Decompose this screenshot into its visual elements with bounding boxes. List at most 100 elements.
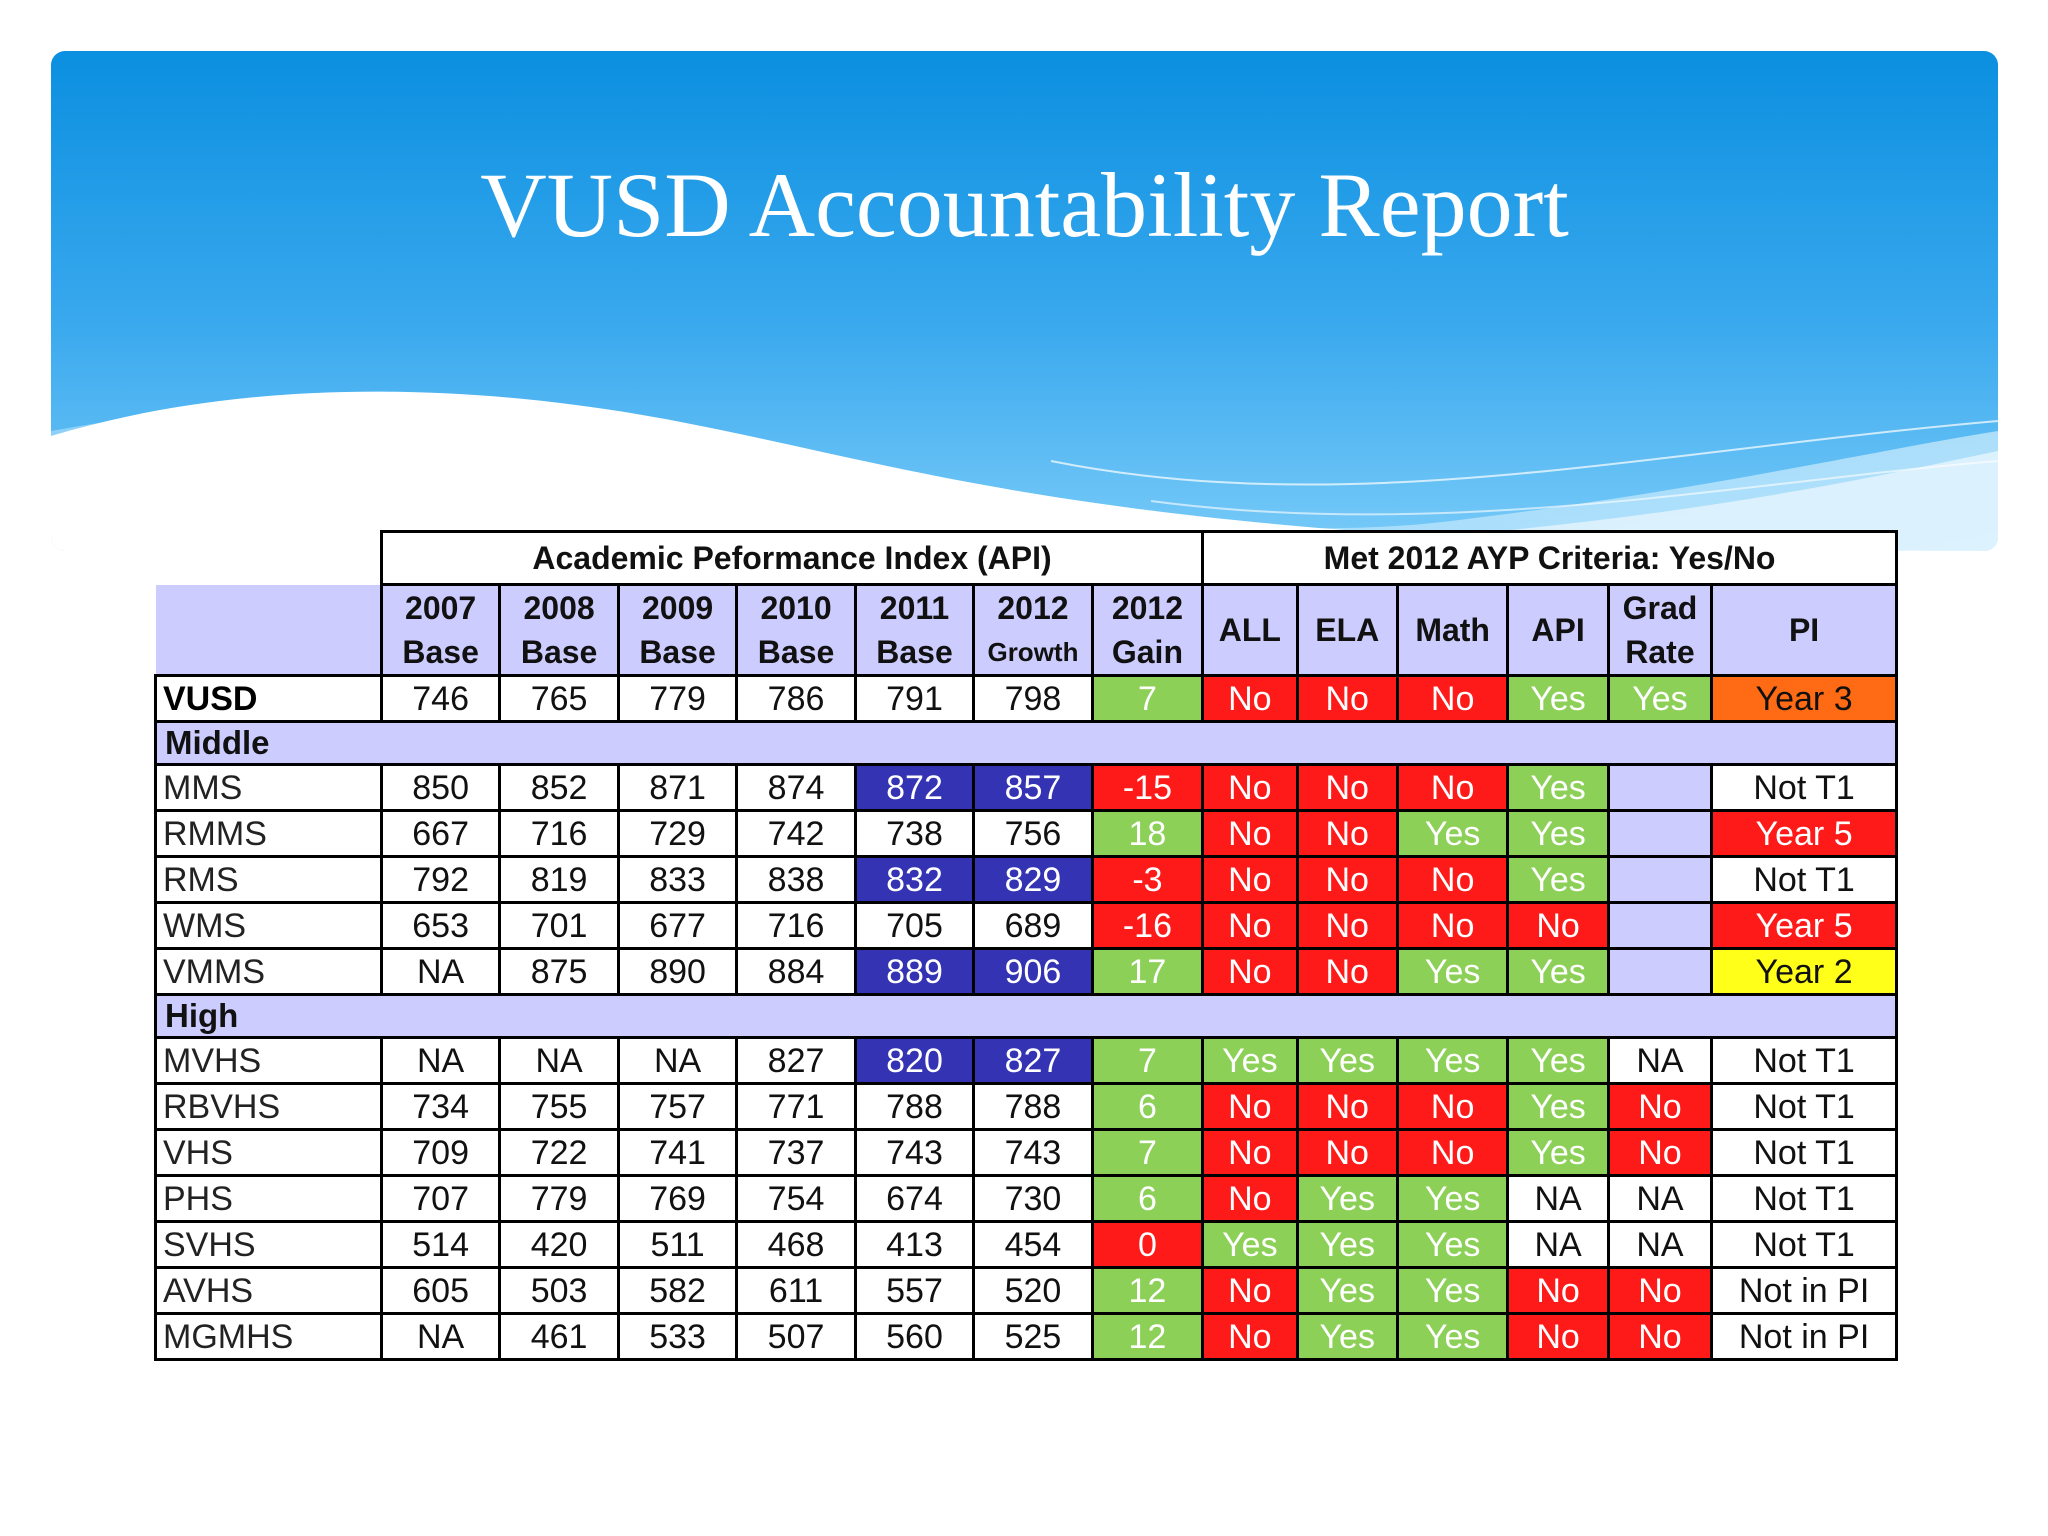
table-cell: 754 [735,1174,857,1223]
table-cell: No [1201,1312,1299,1361]
table-cell: 511 [616,1220,739,1269]
table-cell: 6 [1090,1174,1205,1223]
school-row: MVHS NA NA NA 827 820 827 7 Yes Yes Yes Yes NA Not T1 [154,1036,1898,1085]
column-header-line2: Base [520,634,598,670]
table-cell: 779 [498,1174,620,1223]
table-cell [1606,809,1714,858]
column-header-line2: Growth [987,637,1079,667]
table-cell: 413 [853,1220,976,1269]
table-cell: 7 [1090,674,1205,723]
table-cell: NA [1506,1174,1610,1223]
table-cell: 874 [735,763,857,812]
table-cell: 520 [972,1266,1094,1315]
table-cell: 17 [1090,947,1205,996]
table-cell: 743 [972,1128,1094,1177]
table-cell: Yes [1506,947,1610,996]
table-cell: Yes [1506,674,1610,723]
ayp-group-header: Met 2012 AYP Criteria: Yes/No [1201,530,1898,586]
table-cell: 525 [972,1312,1094,1361]
table-cell: 850 [379,763,502,812]
table-cell: 454 [972,1220,1094,1269]
school-name: VHS [154,1128,383,1177]
table-cell: Yes [1295,1174,1399,1223]
table-cell: Year 2 [1710,947,1898,996]
section-label: Middle [154,720,1898,766]
table-cell: No [1395,763,1510,812]
table-cell: 503 [498,1266,620,1315]
column-header-row: 2007 Base 2008 Base 2009 Base 2010 Base 2011 Base… [155,583,1898,677]
table-cell: Yes [1201,1036,1299,1085]
table-cell: No [1395,1082,1510,1131]
slide-title: VUSD Accountability Report [480,154,1569,256]
table-cell: 889 [853,947,976,996]
table-cell: 6 [1090,1082,1205,1131]
table-cell: 507 [735,1312,857,1361]
column-header-line1: 2011 [879,590,950,626]
table-cell: No [1201,809,1299,858]
school-name: VMMS [154,947,383,996]
table-cell: No [1395,1128,1510,1177]
section-row: Middle [154,720,1898,766]
school-name: RMMS [154,809,383,858]
column-header-line1: Math [1415,612,1490,648]
column-header: 2010 Base [735,583,857,677]
table-cell: 734 [379,1082,502,1131]
table-cell: 611 [735,1266,857,1315]
column-header-line2: Base [402,634,479,670]
table-cell: Yes [1395,1312,1510,1361]
slide-header-banner [51,51,1998,551]
table-cell: No [1395,855,1510,904]
table-cell: No [1295,674,1399,723]
table-cell: 461 [498,1312,620,1361]
table-cell: 557 [853,1266,976,1315]
column-header-line1: 2010 [760,590,832,626]
column-header: API [1506,583,1610,677]
table-cell: 18 [1090,809,1205,858]
school-name: WMS [154,901,383,950]
column-header: 2012 Gain [1090,583,1205,677]
table-cell: 737 [735,1128,857,1177]
column-header: PI [1710,583,1898,677]
column-header: 2008 Base [498,583,620,677]
school-name: MGMHS [154,1312,383,1361]
table-cell: No [1295,763,1399,812]
column-header-line1: 2009 [641,590,714,626]
table-cell: Not T1 [1710,1036,1898,1085]
table-cell: 857 [972,763,1094,812]
table-cell: No [1201,1266,1299,1315]
table-cell: Yes [1201,1220,1299,1269]
table-cell: Yes [1506,1036,1610,1085]
school-name: MMS [154,763,383,812]
table-cell: NA [1606,1036,1714,1085]
corner-blank [156,532,382,585]
table-cell: Yes [1295,1036,1399,1085]
column-header-line2: Base [639,634,716,670]
school-row: SVHS 514 420 511 468 413 454 0 Yes Yes Yes NA NA Not … [154,1220,1898,1269]
column-header: Grad Rate [1606,583,1714,677]
table-cell: 819 [498,855,620,904]
table-cell: 833 [616,855,739,904]
table-cell: 674 [853,1174,976,1223]
table-cell: 756 [972,809,1094,858]
table-cell: 890 [616,947,739,996]
table-cell: 707 [379,1174,502,1223]
school-name: AVHS [154,1266,383,1315]
column-header: Math [1395,583,1510,677]
table-cell: Yes [1506,1128,1610,1177]
table-cell: 468 [735,1220,857,1269]
table-cell: Yes [1606,674,1714,723]
table-cell: No [1295,947,1399,996]
table-cell: 420 [498,1220,620,1269]
table-cell: 755 [498,1082,620,1131]
table-cell: 722 [498,1128,620,1177]
column-header-line2: Gain [1111,634,1183,670]
table-cell: NA [379,1036,502,1085]
table-cell: 12 [1090,1266,1205,1315]
table-cell: NA [1506,1220,1610,1269]
school-row: VMMS NA 875 890 884 889 906 17 No No Yes Yes Year 2 [154,947,1898,996]
column-header-line1: ELA [1315,612,1380,648]
table-cell: NA [616,1036,739,1085]
table-cell: 827 [972,1036,1094,1085]
table-cell: Not T1 [1710,1220,1898,1269]
table-cell: 871 [616,763,739,812]
